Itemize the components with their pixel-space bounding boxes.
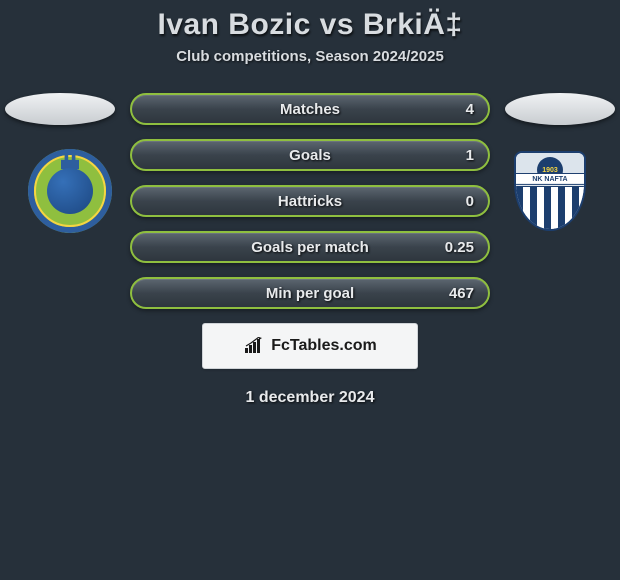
- stat-value-right: 467: [449, 285, 474, 302]
- stat-label: Min per goal: [266, 285, 354, 302]
- stat-label: Goals per match: [251, 239, 369, 256]
- stat-label: Matches: [280, 101, 340, 118]
- shield-banner: NK NAFTA: [514, 173, 586, 185]
- player-left-oval: [5, 93, 115, 125]
- stat-value-right: 0: [466, 193, 474, 210]
- stat-value-right: 1: [466, 147, 474, 164]
- brand-box: FcTables.com: [202, 323, 418, 369]
- brand-text: FcTables.com: [271, 337, 377, 355]
- stat-row: Min per goal 467: [130, 277, 490, 309]
- player-right-oval: [505, 93, 615, 125]
- stat-value-right: 0.25: [445, 239, 474, 256]
- stat-value-right: 4: [466, 101, 474, 118]
- club-badge-left: [28, 149, 112, 233]
- bar-chart-icon: [243, 337, 265, 355]
- stat-row: Goals per match 0.25: [130, 231, 490, 263]
- infographic-container: Ivan Bozic vs BrkiÄ‡ Club competitions, …: [0, 0, 620, 407]
- page-title: Ivan Bozic vs BrkiÄ‡: [0, 8, 620, 42]
- badge-left-bg: [28, 149, 112, 233]
- shield-stripes: [516, 187, 584, 229]
- stat-row: Hattricks 0: [130, 185, 490, 217]
- date-label: 1 december 2024: [0, 389, 620, 407]
- stats-area: 1903 NK NAFTA Matches 4 Goals 1 Hattrick…: [0, 93, 620, 407]
- stat-label: Goals: [289, 147, 331, 164]
- stat-row: Matches 4: [130, 93, 490, 125]
- ball-icon: [47, 168, 93, 214]
- shield-icon: 1903 NK NAFTA: [514, 151, 586, 231]
- club-badge-right: 1903 NK NAFTA: [508, 149, 592, 233]
- stat-rows: Matches 4 Goals 1 Hattricks 0 Goals per …: [130, 93, 490, 309]
- stat-row: Goals 1: [130, 139, 490, 171]
- page-subtitle: Club competitions, Season 2024/2025: [0, 48, 620, 65]
- stat-label: Hattricks: [278, 193, 342, 210]
